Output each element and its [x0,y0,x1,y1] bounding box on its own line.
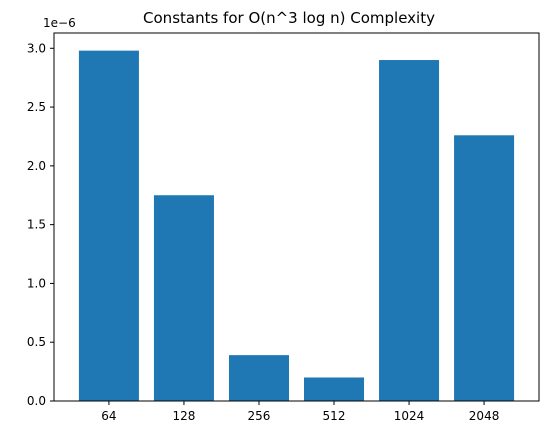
bars-group [78,50,515,402]
bar-128 [153,195,214,401]
plot-frame [53,32,540,402]
x-tick-label: 1024 [394,409,425,423]
x-tick-label: 2048 [469,409,500,423]
x-tick-label: 64 [101,409,116,423]
x-tick-label: 512 [323,409,346,423]
bar-512 [304,377,365,401]
chart-title: Constants for O(n^3 log n) Complexity [143,9,435,27]
x-tick-label: 256 [248,409,271,423]
y-tick-label: 1.0 [27,276,46,290]
bar-256 [228,355,289,401]
y-tick-label: 1.5 [27,218,46,232]
y-axis-scale-label: 1e−6 [43,16,76,30]
bar-64 [78,50,139,402]
y-tick-label: 3.0 [27,41,46,55]
x-tick-label: 128 [173,409,196,423]
y-tick-label: 0.0 [27,394,46,408]
y-tick-label: 2.0 [27,159,46,173]
bar-1024 [379,60,440,401]
bar-2048 [454,135,515,401]
x-axis-ticks: 64 128 256 512 1024 2048 [101,401,499,423]
y-axis-ticks: 0.0 0.5 1.0 1.5 2.0 2.5 3.0 [27,41,54,408]
y-tick-label: 0.5 [27,335,46,349]
y-tick-label: 2.5 [27,100,46,114]
